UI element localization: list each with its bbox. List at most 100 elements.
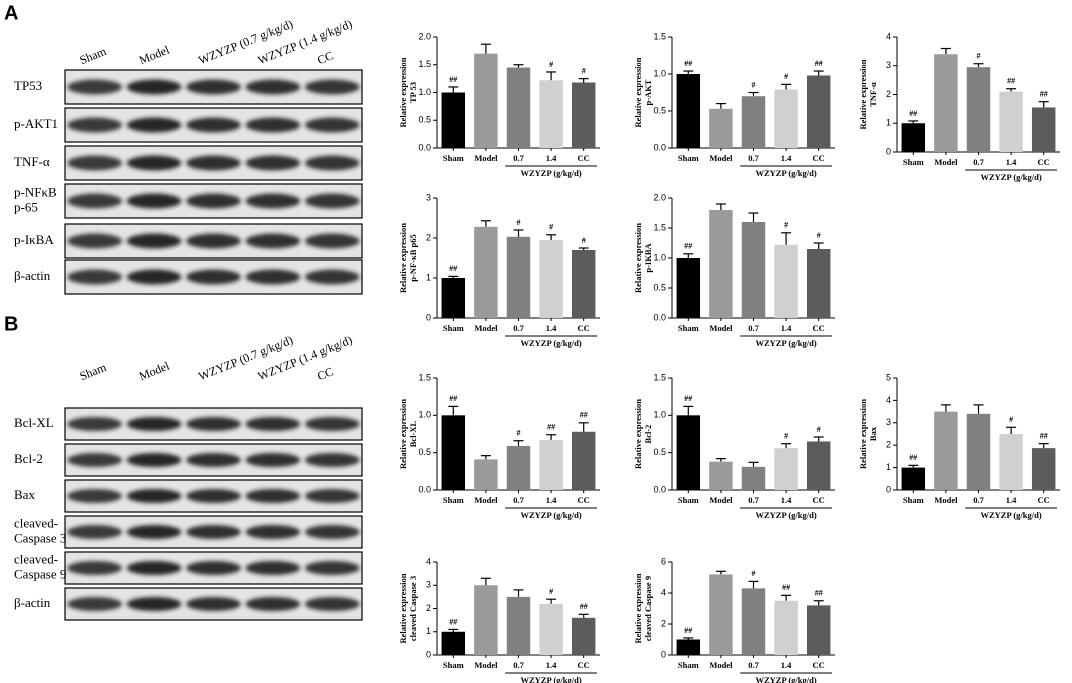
bar bbox=[806, 605, 831, 655]
bar bbox=[934, 411, 958, 490]
y-tick-label: 0 bbox=[661, 649, 666, 659]
bar bbox=[506, 445, 531, 490]
y-tick-label: 3 bbox=[886, 60, 891, 70]
bar bbox=[676, 258, 701, 318]
significance-label: # bbox=[784, 432, 788, 441]
blot-band bbox=[245, 79, 301, 95]
y-tick-label: 6 bbox=[661, 556, 666, 566]
lane-label: Sham bbox=[78, 44, 109, 67]
bar bbox=[441, 92, 466, 148]
y-tick-label: 2.0 bbox=[653, 192, 666, 202]
y-tick-label: 0.5 bbox=[418, 115, 431, 125]
y-axis-label: p-IKBA bbox=[643, 243, 653, 273]
significance-label: # bbox=[582, 236, 586, 245]
x-tick-label: Model bbox=[709, 495, 733, 505]
y-tick-label: 0.0 bbox=[653, 484, 666, 494]
bar bbox=[741, 222, 766, 318]
significance-label: ## bbox=[815, 59, 823, 68]
blot-band bbox=[126, 488, 182, 504]
blot-band bbox=[245, 416, 301, 432]
y-axis-label: Relative expression bbox=[398, 573, 408, 643]
significance-label: # bbox=[752, 80, 756, 89]
lane-label: Model bbox=[137, 358, 172, 383]
x-tick-label: Sham bbox=[678, 660, 699, 670]
x-tick-label: 0.7 bbox=[513, 323, 524, 333]
x-tick-label: 0.7 bbox=[748, 323, 759, 333]
bar bbox=[999, 91, 1023, 152]
blot-band bbox=[126, 117, 182, 133]
group-label: WZYZP (g/kg/d) bbox=[756, 168, 817, 178]
row-label: Bax bbox=[14, 487, 35, 502]
group-label: WZYZP (g/kg/d) bbox=[521, 675, 582, 683]
x-tick-label: Sham bbox=[443, 323, 464, 333]
blot-band bbox=[304, 596, 360, 612]
bar bbox=[774, 448, 798, 490]
x-tick-label: 1.4 bbox=[546, 153, 557, 163]
bar bbox=[806, 75, 831, 148]
significance-label: # bbox=[784, 221, 788, 230]
y-tick-label: 1.0 bbox=[653, 410, 666, 420]
bar bbox=[676, 639, 701, 655]
lane-label: CC bbox=[315, 364, 335, 383]
significance-label: # bbox=[784, 72, 788, 81]
blot-band bbox=[67, 524, 123, 540]
significance-label: ## bbox=[449, 617, 457, 626]
y-tick-label: 0.5 bbox=[653, 282, 666, 292]
y-tick-label: 0.0 bbox=[418, 484, 431, 494]
y-axis-label: Relative expression bbox=[633, 573, 643, 643]
panel-letter: A bbox=[4, 2, 18, 24]
group-label: WZYZP (g/kg/d) bbox=[981, 510, 1042, 520]
bar bbox=[806, 249, 831, 318]
significance-label: ## bbox=[1040, 90, 1048, 99]
bar bbox=[806, 441, 831, 490]
y-tick-label: 3 bbox=[426, 192, 431, 202]
x-tick-label: Model bbox=[709, 323, 733, 333]
bar bbox=[506, 596, 531, 655]
lane-label: CC bbox=[315, 48, 335, 67]
x-tick-label: CC bbox=[578, 323, 590, 333]
y-tick-label: 0.5 bbox=[653, 105, 666, 115]
x-tick-label: 0.7 bbox=[973, 157, 984, 167]
y-tick-label: 0.0 bbox=[418, 142, 431, 152]
row-label: Caspase 9 bbox=[14, 566, 66, 581]
lane-label: WZYZP (0.7 g/kg/d) bbox=[196, 17, 294, 68]
row-label: Bcl-2 bbox=[14, 451, 43, 466]
bar bbox=[441, 278, 466, 318]
y-tick-label: 2.0 bbox=[418, 31, 431, 41]
x-tick-label: 1.4 bbox=[781, 153, 792, 163]
significance-label: # bbox=[752, 569, 756, 578]
y-axis-label: p-AKT bbox=[643, 79, 653, 105]
bar bbox=[506, 67, 531, 148]
blot-band bbox=[304, 524, 360, 540]
x-tick-label: Sham bbox=[903, 157, 924, 167]
x-tick-label: 1.4 bbox=[546, 660, 557, 670]
blot-band bbox=[186, 596, 241, 612]
blot-band bbox=[186, 488, 241, 504]
blot-band bbox=[67, 233, 123, 249]
x-tick-label: CC bbox=[578, 153, 590, 163]
x-tick-label: 0.7 bbox=[513, 495, 524, 505]
x-tick-label: Model bbox=[474, 495, 498, 505]
bar bbox=[539, 603, 563, 655]
bar bbox=[774, 89, 798, 148]
y-tick-label: 2 bbox=[886, 440, 891, 450]
y-axis-label: Relative expression bbox=[398, 57, 408, 127]
x-tick-label: 1.4 bbox=[1006, 495, 1017, 505]
y-axis-label: TNF-α bbox=[868, 82, 878, 107]
group-label: WZYZP (g/kg/d) bbox=[521, 338, 582, 348]
bar bbox=[539, 80, 563, 148]
significance-label: ## bbox=[1007, 77, 1015, 86]
blot-band bbox=[67, 155, 123, 171]
group-label: WZYZP (g/kg/d) bbox=[981, 172, 1042, 182]
y-axis-label: Bcl-XL bbox=[408, 420, 418, 447]
y-tick-label: 1.0 bbox=[418, 87, 431, 97]
x-tick-label: Sham bbox=[443, 495, 464, 505]
blot-band bbox=[67, 117, 123, 133]
blot-band bbox=[67, 488, 123, 504]
significance-label: ## bbox=[449, 264, 457, 273]
x-tick-label: Model bbox=[709, 660, 733, 670]
x-tick-label: 1.4 bbox=[546, 323, 557, 333]
x-tick-label: CC bbox=[1038, 495, 1050, 505]
bar bbox=[539, 240, 563, 318]
y-tick-label: 1.5 bbox=[653, 372, 666, 382]
